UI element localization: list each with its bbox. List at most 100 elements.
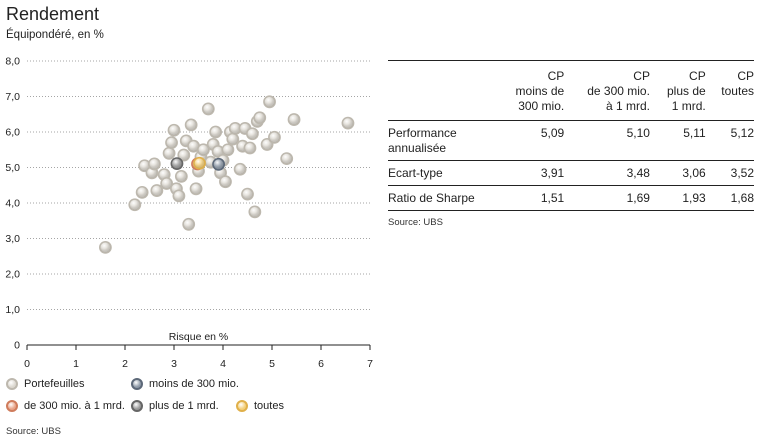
legend-label: plus de 1 mrd. <box>149 400 219 412</box>
table-cell: 1,51 <box>540 191 565 205</box>
legend-label: toutes <box>254 400 284 412</box>
y-tick-label: 2,0 <box>5 269 20 281</box>
scatter-point <box>135 185 149 199</box>
y-tick-label: 1,0 <box>5 304 20 316</box>
x-tick-label: 5 <box>269 358 275 370</box>
x-axis-label: Risque en % <box>169 331 229 343</box>
scatter-point <box>162 146 176 160</box>
legend-marker <box>236 400 248 412</box>
scatter-point <box>187 139 200 153</box>
x-tick-label: 4 <box>220 358 226 370</box>
legend-item: de 300 mio. à 1 mrd. <box>6 400 125 412</box>
scatter-point <box>209 125 223 139</box>
y-tick-label: 4,0 <box>5 198 20 210</box>
chart-subtitle: Équipondéré, en % <box>6 29 104 41</box>
legend-marker <box>131 378 143 390</box>
legend-marker <box>6 378 18 390</box>
scatter-point <box>241 187 254 201</box>
scatter-point <box>341 116 355 130</box>
scatter-point <box>280 152 294 166</box>
legend-label: Portefeuilles <box>24 378 85 390</box>
table-header-cell: CP moins de 300 mio. <box>515 69 565 113</box>
table-cell: 5,09 <box>540 126 565 140</box>
scatter-point <box>189 182 203 196</box>
stats-table: CP moins de 300 mio. CP de 300 mio. à 1 mrd. C… <box>388 60 754 211</box>
y-tick-label: 0 <box>14 340 20 352</box>
scatter-point <box>248 205 262 219</box>
table-source: Source: UBS <box>388 217 443 228</box>
scatter-point <box>177 148 191 162</box>
y-tick-label: 3,0 <box>5 233 20 245</box>
chart-source: Source: UBS <box>6 426 61 437</box>
scatter-point <box>201 102 215 116</box>
scatter-point <box>99 240 112 254</box>
y-tick-label: 7,0 <box>5 91 20 103</box>
table-row: Performance annualisée 5,09 5,10 5,11 5,12 <box>388 121 754 161</box>
scatter-point <box>128 198 142 212</box>
y-tick-label: 8,0 <box>5 56 20 68</box>
scatter-point <box>253 111 267 125</box>
scatter-point <box>167 123 181 137</box>
x-tick-label: 3 <box>171 358 177 370</box>
x-tick-label: 0 <box>24 358 30 370</box>
x-tick-label: 7 <box>367 358 373 370</box>
scatter-point <box>172 189 186 203</box>
legend-item: moins de 300 mio. <box>131 378 239 390</box>
table-header-row: CP moins de 300 mio. CP de 300 mio. à 1 mrd. C… <box>388 60 754 121</box>
chart-title: Rendement <box>6 4 100 24</box>
legend-marker <box>6 400 18 412</box>
table-cell: 1,69 <box>626 191 650 205</box>
scatter-point <box>287 113 301 126</box>
table-header-cell: CP plus de 1 mrd. <box>667 69 706 113</box>
highlight-point <box>212 157 225 171</box>
scatter-point <box>211 145 225 158</box>
table-row-label: Ecart-type <box>388 166 443 180</box>
legend-label: de 300 mio. à 1 mrd. <box>24 400 125 412</box>
legend-item: toutes <box>236 400 284 412</box>
scatter-point <box>268 130 281 144</box>
scatter-point <box>165 136 178 150</box>
table-cell: 3,06 <box>682 166 706 180</box>
table-row-label: Performance annualisée <box>388 126 457 155</box>
x-tick-label: 6 <box>318 358 324 370</box>
table-cell: 1,68 <box>730 191 754 205</box>
table-cell: 3,91 <box>540 166 565 180</box>
x-tick-label: 1 <box>73 358 79 370</box>
table-cell: 1,93 <box>682 191 706 205</box>
scatter-point <box>263 95 276 109</box>
table-cell: 3,52 <box>730 166 754 180</box>
y-tick-label: 6,0 <box>5 127 20 139</box>
legend-label: moins de 300 mio. <box>149 378 239 390</box>
scatter-point <box>233 162 247 176</box>
table-cell: 5,12 <box>730 126 754 140</box>
table-header-cell: CP de 300 mio. à 1 mrd. <box>587 69 650 113</box>
table-cell: 5,11 <box>683 126 706 140</box>
scatter-point <box>226 132 240 146</box>
table-row-label: Ratio de Sharpe <box>388 191 475 205</box>
highlight-point <box>193 156 206 170</box>
scatter-point <box>184 118 198 132</box>
table-row: Ecart-type 3,91 3,48 3,06 3,52 <box>388 161 754 186</box>
highlight-point <box>170 157 184 170</box>
scatter-point <box>221 143 235 157</box>
legend-marker <box>131 400 143 412</box>
scatter-point <box>147 157 161 171</box>
scatter-point <box>196 143 210 157</box>
table-header-cell: CP toutes <box>721 69 754 98</box>
table-cell: 5,10 <box>626 126 650 140</box>
legend-item: Portefeuilles <box>6 378 85 390</box>
scatter-point <box>245 127 259 141</box>
table-header-cell <box>388 61 496 121</box>
y-tick-label: 5,0 <box>5 162 20 174</box>
table-row: Ratio de Sharpe 1,51 1,69 1,93 1,68 <box>388 186 754 211</box>
scatter-point <box>150 184 164 197</box>
scatter-point <box>182 217 196 231</box>
scatter-point <box>219 175 232 189</box>
legend-item: plus de 1 mrd. <box>131 400 219 412</box>
scatter-chart: 0 1,0 2,0 3,0 4,0 5,0 6,0 7,0 8,0 0 1 2 3 4 5 6 7 Risque… <box>5 56 373 371</box>
scatter-point <box>174 169 188 183</box>
scatter-point <box>214 166 227 180</box>
scatter-point <box>243 141 257 155</box>
x-tick-label: 2 <box>122 358 128 370</box>
scatter-point <box>160 177 174 190</box>
